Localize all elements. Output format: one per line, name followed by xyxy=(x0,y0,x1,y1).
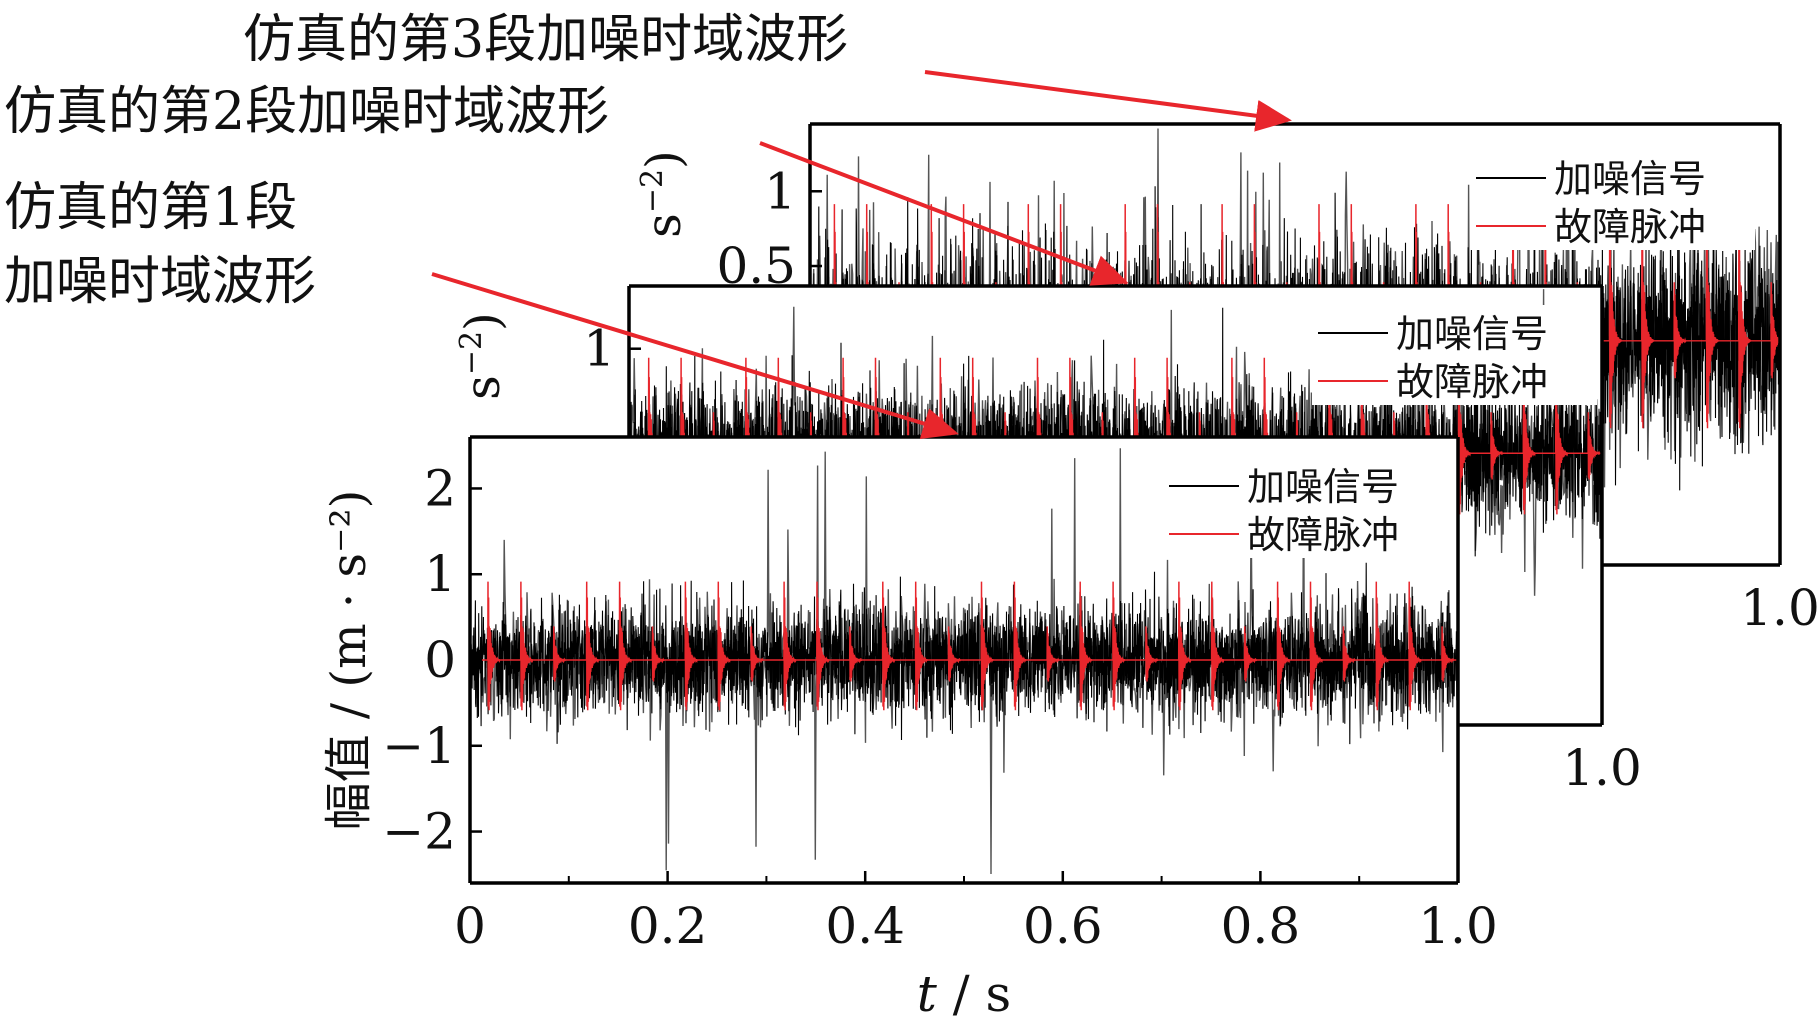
impulse-11 xyxy=(848,626,863,682)
impulse-29 xyxy=(1770,282,1780,379)
x-tick-label-0: 0 xyxy=(454,897,486,955)
x-tick-label-3: 0.6 xyxy=(1023,897,1103,955)
impulse-1 xyxy=(519,581,534,711)
series-noisy-signal xyxy=(470,562,1458,745)
impulse-27 xyxy=(1705,204,1719,429)
impulse-19 xyxy=(1112,581,1126,711)
y-axis-label: 幅值 / (m · s⁻²) xyxy=(321,490,377,831)
impulse-28 xyxy=(1737,204,1752,429)
x-axis-label: t / s xyxy=(917,965,1011,1018)
impulse-6 xyxy=(684,581,698,711)
x-tick-label-2: 0.4 xyxy=(825,897,905,955)
impulse-18 xyxy=(1079,581,1093,711)
series-noisy-signal xyxy=(810,186,1780,525)
y-axis-label-fragment: s−2) xyxy=(454,312,511,400)
impulse-12 xyxy=(881,581,896,711)
impulse-0 xyxy=(487,581,501,711)
y-tick-label-0: −2 xyxy=(382,803,456,861)
impulse-13 xyxy=(914,581,929,711)
legend-box xyxy=(1312,305,1597,405)
axes: 1.01s−2) xyxy=(454,312,1642,797)
impulse-9 xyxy=(783,581,797,711)
impulse-21 xyxy=(1177,581,1192,711)
annotation-segment-3: 仿真的第3段加噪时域波形 xyxy=(243,10,849,70)
impulse-3 xyxy=(585,581,600,711)
plot-area xyxy=(470,448,1458,875)
impulse-27 xyxy=(1522,357,1536,515)
x-tick-label-5: 1.0 xyxy=(1418,897,1498,955)
impulse-25 xyxy=(1641,204,1655,429)
impulse-26 xyxy=(1673,282,1687,379)
y-tick-label-2: 0 xyxy=(424,631,456,689)
annotation-segment-2: 仿真的第2段加噪时域波形 xyxy=(4,82,610,142)
legend-label-1: 故障脉冲 xyxy=(1247,513,1399,557)
impulse-26 xyxy=(1342,626,1356,682)
arrow-to-segment-1 xyxy=(431,272,959,440)
legend-label-0: 加噪信号 xyxy=(1396,312,1548,356)
impulse-8 xyxy=(750,626,764,682)
arrow-to-segment-3 xyxy=(924,70,1292,132)
impulse-28 xyxy=(1554,357,1569,515)
impulse-14 xyxy=(947,626,961,682)
impulse-16 xyxy=(1013,581,1027,711)
x-tick-label-end-0: 1.0 xyxy=(1562,739,1642,797)
annotation-segment-1-line1: 仿真的第1段 xyxy=(4,178,298,238)
legend-label-1: 故障脉冲 xyxy=(1396,360,1548,404)
impulse-28 xyxy=(1408,581,1422,711)
legend-label-1: 故障脉冲 xyxy=(1554,205,1706,249)
x-tick-label-end-0: 1.0 xyxy=(1740,579,1818,637)
impulse-25 xyxy=(1457,357,1471,515)
legend-box xyxy=(1163,458,1428,558)
series-fault-impulses xyxy=(470,581,1458,711)
legend-label-0: 加噪信号 xyxy=(1554,157,1706,201)
y-axis-label-fragment: s−2) xyxy=(635,150,692,238)
x-tick-label-4: 0.8 xyxy=(1221,897,1301,955)
impulse-15 xyxy=(980,581,994,711)
impulse-7 xyxy=(717,581,731,711)
impulse-24 xyxy=(1608,204,1622,429)
annotation-segment-1-line2: 加噪时域波形 xyxy=(4,252,317,312)
y-tick-label-1: −1 xyxy=(382,717,456,775)
impulse-29 xyxy=(1441,626,1455,682)
legend-label-0: 加噪信号 xyxy=(1247,465,1399,509)
impulse-17 xyxy=(1046,626,1060,682)
impulse-27 xyxy=(1375,581,1389,711)
impulse-20 xyxy=(1145,626,1159,682)
impulse-25 xyxy=(1309,581,1323,711)
impulse-10 xyxy=(816,581,830,711)
y-tick-label-vis-1: 1 xyxy=(764,162,796,220)
impulse-23 xyxy=(1243,626,1258,682)
y-tick-label-4: 2 xyxy=(424,459,456,517)
legend-box xyxy=(1470,150,1755,250)
impulse-4 xyxy=(618,581,632,711)
impulse-2 xyxy=(552,626,567,682)
axes: 0 0.2 0.4 0.6 0.8 1.0 −2 −1 0 1 2 t / s 幅值 / (m · s⁻… xyxy=(321,459,1498,1022)
impulse-26 xyxy=(1490,412,1504,480)
impulse-22 xyxy=(1210,581,1225,711)
impulse-29 xyxy=(1587,412,1601,480)
x-tick-label-1: 0.2 xyxy=(628,897,708,955)
impulse-5 xyxy=(651,626,665,682)
y-tick-label-3: 1 xyxy=(424,545,456,603)
impulse-24 xyxy=(1276,581,1290,711)
arrow-to-segment-2 xyxy=(759,141,1129,286)
